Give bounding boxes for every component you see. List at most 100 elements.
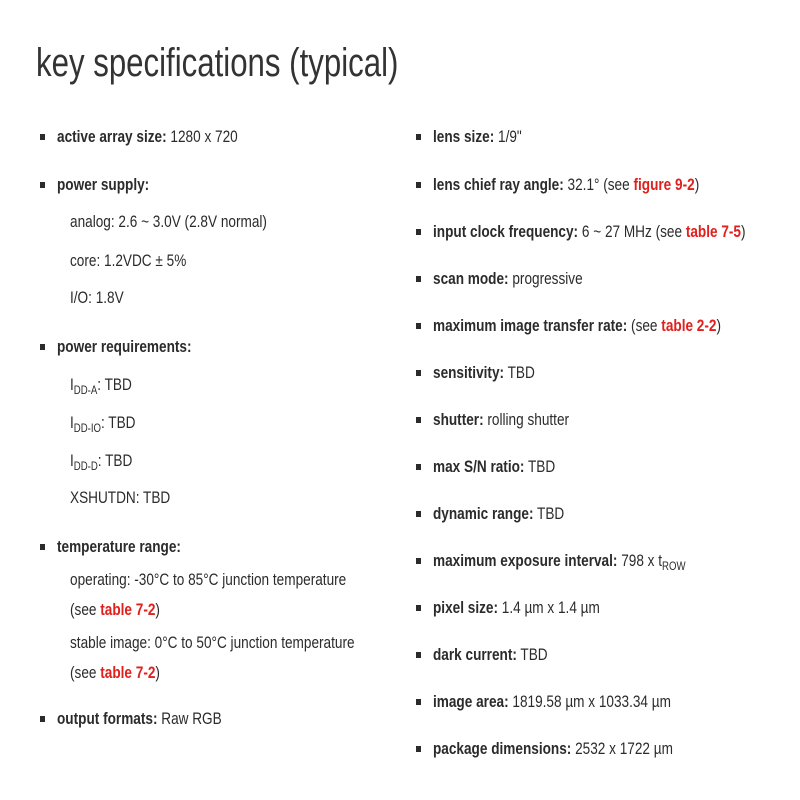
spec-dark-current: dark current: TBD: [433, 645, 548, 665]
text: (see: [70, 600, 101, 619]
bullet-icon: [40, 716, 45, 722]
text: ): [155, 600, 160, 619]
spec-label: image area:: [433, 692, 509, 711]
i-symbol: I: [70, 451, 74, 470]
spec-label: pixel size:: [433, 598, 499, 617]
spec-label: maximum image transfer rate:: [433, 316, 628, 335]
spec-sensitivity: sensitivity: TBD: [433, 363, 535, 383]
spec-label: lens size:: [433, 127, 495, 146]
spec-pixel: pixel size: 1.4 µm x 1.4 µm: [433, 598, 600, 618]
spec-sn: max S/N ratio: TBD: [433, 457, 555, 477]
spec-output-formats: output formats: Raw RGB: [57, 709, 222, 729]
bullet-icon: [416, 652, 421, 658]
spec-label: active array size:: [57, 127, 167, 146]
bullet-icon: [40, 182, 45, 188]
subscript: DD-D: [73, 459, 98, 473]
i-symbol: I: [70, 413, 74, 432]
bullet-icon: [40, 134, 45, 140]
spec-scan: scan mode: progressive: [433, 269, 583, 289]
temp-operating: operating: -30°C to 85°C junction temper…: [70, 570, 347, 589]
table-link[interactable]: table 7-2: [100, 600, 156, 619]
figure-link[interactable]: figure 9-2: [633, 175, 695, 194]
power-io: I/O: 1.8V: [70, 288, 124, 307]
spec-value: Raw RGB: [157, 709, 222, 728]
spec-label: package dimensions:: [433, 739, 572, 758]
spec-label: dynamic range:: [433, 504, 534, 523]
spec-label: shutter:: [433, 410, 484, 429]
spec-value: 1280 x 720: [166, 127, 238, 146]
bullet-icon: [416, 464, 421, 470]
power-analog: analog: 2.6 ~ 3.0V (2.8V normal): [70, 212, 267, 231]
spec-value: 1.4 µm x 1.4 µm: [498, 598, 600, 617]
i-symbol: I: [70, 375, 74, 394]
spec-exposure: maximum exposure interval: 798 x tROW: [433, 551, 686, 576]
spec-clock: input clock frequency: 6 ~ 27 MHz (see t…: [433, 222, 746, 242]
text: ): [716, 316, 722, 335]
bullet-icon: [40, 544, 45, 550]
bullet-icon: [416, 699, 421, 705]
spec-value: 32.1° (see: [563, 175, 634, 194]
text: (see: [70, 663, 101, 682]
spec-active-array: active array size: 1280 x 720: [57, 127, 238, 147]
text: ): [155, 663, 160, 682]
spec-value: 798 x t: [617, 551, 663, 570]
spec-dynamic-range: dynamic range: TBD: [433, 504, 564, 524]
bullet-icon: [416, 511, 421, 517]
bullet-icon: [416, 746, 421, 752]
value: : TBD: [97, 375, 132, 394]
xshutdn: XSHUTDN: TBD: [70, 488, 171, 507]
bullet-icon: [416, 417, 421, 423]
spec-label: input clock frequency:: [433, 222, 579, 241]
temp-stable-ref: (see table 7-2): [70, 663, 160, 683]
spec-image-area: image area: 1819.58 µm x 1033.34 µm: [433, 692, 671, 712]
spec-value: (see: [627, 316, 662, 335]
spec-label: sensitivity:: [433, 363, 505, 382]
spec-package: package dimensions: 2532 x 1722 µm: [433, 739, 673, 759]
spec-value: 2532 x 1722 µm: [571, 739, 673, 758]
bullet-icon: [40, 344, 45, 350]
page-title: key specifications (typical): [36, 41, 399, 85]
spec-lens-size: lens size: 1/9": [433, 127, 522, 147]
temp-operating-ref: (see table 7-2): [70, 600, 160, 620]
bullet-icon: [416, 229, 421, 235]
table-link[interactable]: table 7-5: [685, 222, 741, 241]
spec-value: TBD: [504, 363, 535, 382]
bullet-icon: [416, 276, 421, 282]
text: ): [741, 222, 746, 241]
spec-label: dark current:: [433, 645, 517, 664]
idd-io: IDD-IO: TBD: [70, 413, 136, 438]
spec-label: maximum exposure interval:: [433, 551, 618, 570]
spec-value: rolling shutter: [483, 410, 570, 429]
temp-stable: stable image: 0°C to 50°C junction tempe…: [70, 633, 355, 652]
idd-a: IDD-A: TBD: [70, 375, 132, 400]
spec-value: 1819.58 µm x 1033.34 µm: [508, 692, 671, 711]
spec-value: TBD: [516, 645, 548, 664]
bullet-icon: [416, 323, 421, 329]
bullet-icon: [416, 370, 421, 376]
bullet-icon: [416, 558, 421, 564]
value: : TBD: [97, 451, 133, 470]
spec-label: lens chief ray angle:: [433, 175, 564, 194]
spec-value: 1/9": [494, 127, 522, 146]
subscript: DD-IO: [73, 421, 101, 435]
table-link[interactable]: table 7-2: [100, 663, 156, 682]
spec-value: progressive: [508, 269, 583, 288]
value: : TBD: [100, 413, 136, 432]
spec-shutter: shutter: rolling shutter: [433, 410, 569, 430]
spec-transfer: maximum image transfer rate: (see table …: [433, 316, 721, 336]
spec-label: scan mode:: [433, 269, 509, 288]
table-link[interactable]: table 2-2: [661, 316, 717, 335]
spec-value: TBD: [533, 504, 565, 523]
spec-temperature: temperature range:: [57, 537, 181, 556]
bullet-icon: [416, 182, 421, 188]
spec-value: TBD: [524, 457, 556, 476]
text: ): [694, 175, 700, 194]
spec-power-requirements: power requirements:: [57, 337, 192, 356]
bullet-icon: [416, 605, 421, 611]
spec-label: output formats:: [57, 709, 158, 728]
bullet-icon: [416, 134, 421, 140]
idd-d: IDD-D: TBD: [70, 451, 132, 476]
spec-label: max S/N ratio:: [433, 457, 525, 476]
power-core: core: 1.2VDC ± 5%: [70, 251, 187, 270]
